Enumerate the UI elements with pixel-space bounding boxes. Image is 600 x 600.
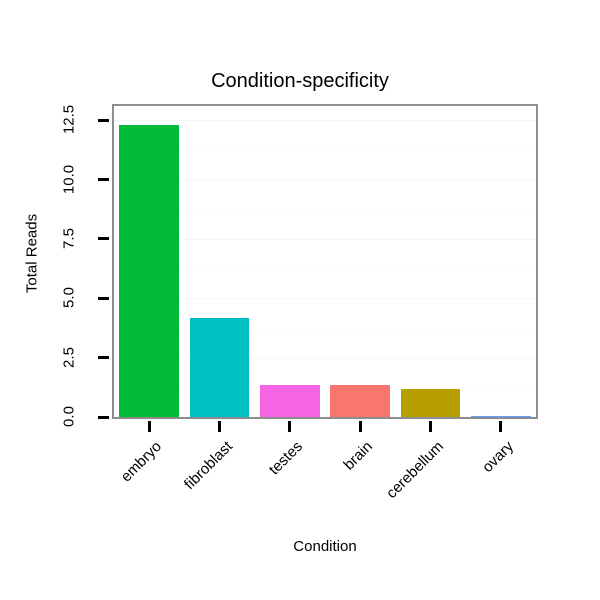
gridline-major — [114, 120, 536, 122]
x-tick-mark — [358, 421, 362, 432]
y-tick-mark — [98, 296, 109, 300]
y-tick-label: 12.5 — [60, 105, 78, 135]
bar-fibroblast[interactable] — [189, 318, 250, 417]
bar-testes[interactable] — [259, 384, 320, 417]
gridline-minor — [114, 149, 536, 151]
gridline-minor — [114, 268, 536, 270]
bar-embryo[interactable] — [119, 125, 180, 417]
x-tick-mark — [147, 421, 151, 432]
bar-ovary[interactable] — [470, 415, 531, 417]
bar-brain[interactable] — [330, 384, 391, 417]
gridline-minor — [114, 209, 536, 211]
plot-panel — [112, 104, 538, 419]
y-tick-mark — [98, 356, 109, 360]
chart-title: Condition-specificity — [211, 70, 389, 92]
y-tick-label: 10.0 — [60, 164, 78, 194]
y-tick-label: 0.0 — [60, 406, 78, 427]
bar-cerebellum[interactable] — [400, 389, 461, 417]
y-tick-label: 7.5 — [60, 228, 78, 249]
y-tick-label: 5.0 — [60, 287, 78, 309]
x-tick-mark — [499, 421, 503, 432]
plot-area — [114, 106, 536, 417]
y-axis-title: Total Reads — [23, 213, 41, 294]
x-tick-mark — [429, 421, 432, 432]
y-tick-mark — [98, 118, 109, 122]
y-tick-label: 2.5 — [60, 346, 78, 368]
gridline-major — [114, 298, 536, 300]
x-tick-mark — [288, 421, 292, 432]
y-tick-mark — [98, 237, 109, 241]
gridline-minor — [114, 327, 536, 329]
gridline-major — [114, 179, 536, 181]
gridline-minor — [114, 387, 536, 389]
y-tick-mark — [98, 178, 109, 182]
y-tick-mark — [98, 415, 109, 419]
gridline-major — [114, 357, 536, 359]
x-tick-mark — [218, 421, 221, 432]
x-axis-title: Condition — [293, 538, 357, 555]
gridline-major — [114, 238, 536, 240]
